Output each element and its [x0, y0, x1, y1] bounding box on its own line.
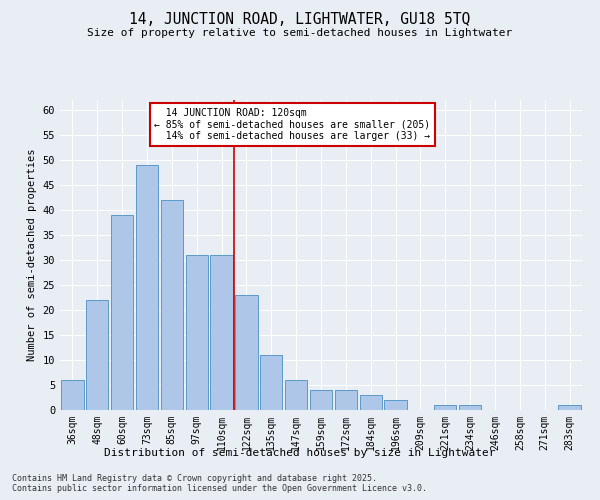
- Bar: [559, 405, 581, 410]
- Bar: [211, 255, 233, 410]
- Text: Contains HM Land Registry data © Crown copyright and database right 2025.: Contains HM Land Registry data © Crown c…: [12, 474, 377, 483]
- Bar: [235, 295, 257, 410]
- Bar: [136, 165, 158, 410]
- Bar: [285, 380, 307, 410]
- Bar: [185, 255, 208, 410]
- Bar: [310, 390, 332, 410]
- Bar: [260, 355, 283, 410]
- Y-axis label: Number of semi-detached properties: Number of semi-detached properties: [27, 149, 37, 361]
- Bar: [385, 400, 407, 410]
- Text: 14 JUNCTION ROAD: 120sqm
← 85% of semi-detached houses are smaller (205)
  14% o: 14 JUNCTION ROAD: 120sqm ← 85% of semi-d…: [154, 108, 431, 140]
- Bar: [434, 405, 457, 410]
- Text: Contains public sector information licensed under the Open Government Licence v3: Contains public sector information licen…: [12, 484, 427, 493]
- Bar: [61, 380, 83, 410]
- Text: Size of property relative to semi-detached houses in Lightwater: Size of property relative to semi-detach…: [88, 28, 512, 38]
- Bar: [459, 405, 481, 410]
- Bar: [111, 215, 133, 410]
- Bar: [86, 300, 109, 410]
- Bar: [335, 390, 357, 410]
- Bar: [359, 395, 382, 410]
- Text: Distribution of semi-detached houses by size in Lightwater: Distribution of semi-detached houses by …: [104, 448, 496, 458]
- Bar: [161, 200, 183, 410]
- Text: 14, JUNCTION ROAD, LIGHTWATER, GU18 5TQ: 14, JUNCTION ROAD, LIGHTWATER, GU18 5TQ: [130, 12, 470, 28]
